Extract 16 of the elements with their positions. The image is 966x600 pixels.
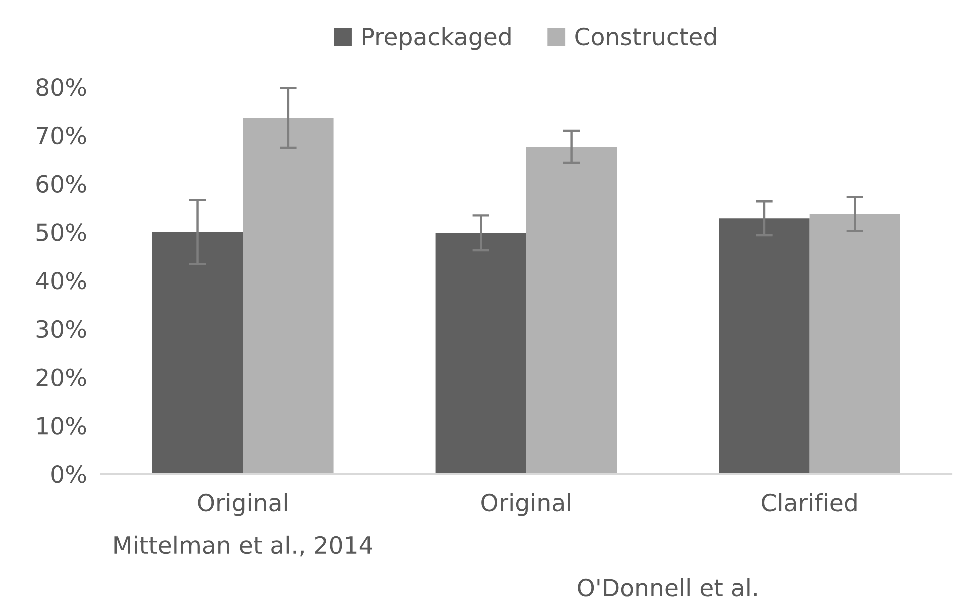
y-tick-label: 80% <box>36 78 86 96</box>
y-tick-label: 0% <box>52 465 86 484</box>
y-tick-label: 30% <box>36 320 86 338</box>
x-tick-label: Original <box>482 493 570 516</box>
y-tick-label: 20% <box>36 368 86 387</box>
legend-label: Prepackaged <box>363 27 511 50</box>
y-tick-label: 50% <box>36 224 86 242</box>
text: Mittelman et al., 2014 <box>114 536 372 557</box>
x-tick-label: Clarified <box>762 493 857 512</box>
y-tick-label: 70% <box>37 126 86 145</box>
text: O'Donnell et al. <box>578 578 757 597</box>
y-tick-label: 60% <box>36 175 86 194</box>
legend-label: Constructed <box>576 27 716 46</box>
y-tick-label: 10% <box>38 417 86 435</box>
y-tick-label: 40% <box>36 272 86 290</box>
x-tick-label: Original <box>198 493 288 516</box>
